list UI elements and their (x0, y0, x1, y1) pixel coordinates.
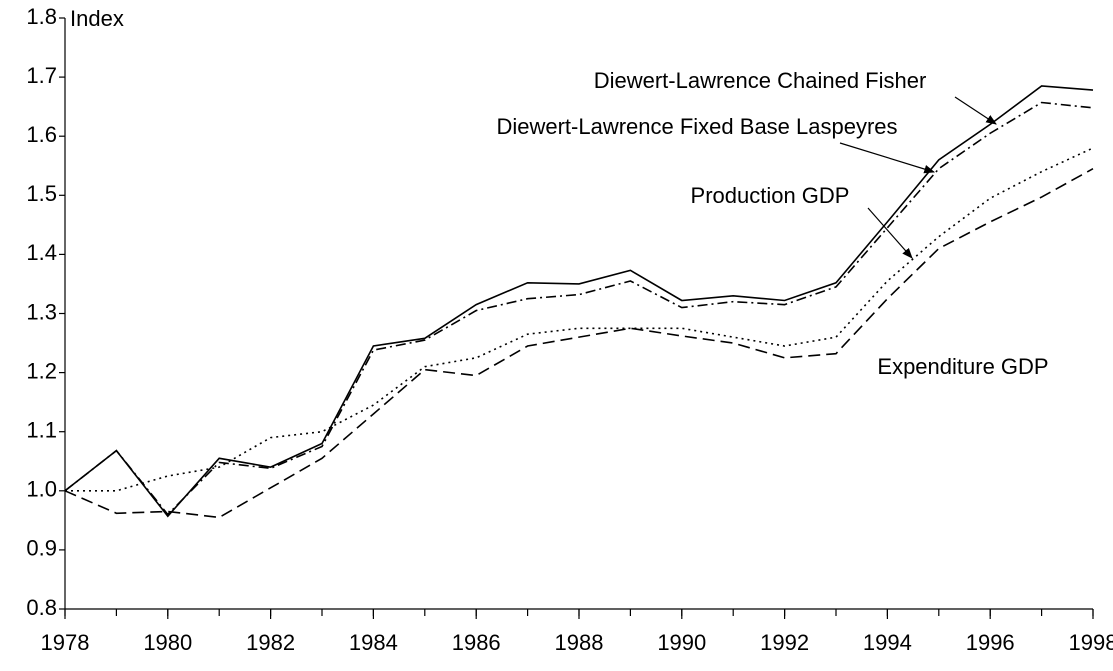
y-tick-label: 1.4 (26, 240, 57, 265)
x-tick-label: 1982 (246, 630, 295, 655)
x-tick-label: 1988 (555, 630, 604, 655)
y-tick-label: 1.8 (26, 4, 57, 29)
x-tick-label: 1996 (966, 630, 1015, 655)
y-tick-label: 1.3 (26, 299, 57, 324)
series-label: Production GDP (691, 183, 850, 208)
x-tick-label: 1992 (760, 630, 809, 655)
series-label: Diewert-Lawrence Fixed Base Laspeyres (496, 114, 897, 139)
x-tick-label: 1990 (657, 630, 706, 655)
series-line (65, 147, 1094, 492)
y-tick-label: 1.7 (26, 63, 57, 88)
y-tick-label: 1.1 (26, 418, 57, 443)
x-tick-label: 1980 (143, 630, 192, 655)
y-tick-label: 1.2 (26, 358, 57, 383)
x-tick-label: 1998 (1069, 630, 1113, 655)
y-axis-label: Index (70, 6, 124, 31)
y-tick-label: 1.6 (26, 122, 57, 147)
series-line (64, 85, 1094, 518)
y-tick-label: 0.8 (26, 595, 57, 620)
series-label: Expenditure GDP (877, 354, 1048, 379)
x-tick-label: 1994 (863, 630, 912, 655)
arrow (954, 96, 997, 125)
arrow (839, 142, 936, 174)
series-label: Diewert-Lawrence Chained Fisher (594, 68, 927, 93)
series-line (64, 168, 1094, 519)
x-tick-label: 1986 (452, 630, 501, 655)
x-tick-label: 1984 (349, 630, 398, 655)
series-line (64, 101, 1094, 516)
y-tick-label: 0.9 (26, 536, 57, 561)
x-tick-label: 1978 (41, 630, 90, 655)
y-tick-label: 1.5 (26, 181, 57, 206)
y-tick-label: 1.0 (26, 477, 57, 502)
arrow (867, 207, 913, 259)
